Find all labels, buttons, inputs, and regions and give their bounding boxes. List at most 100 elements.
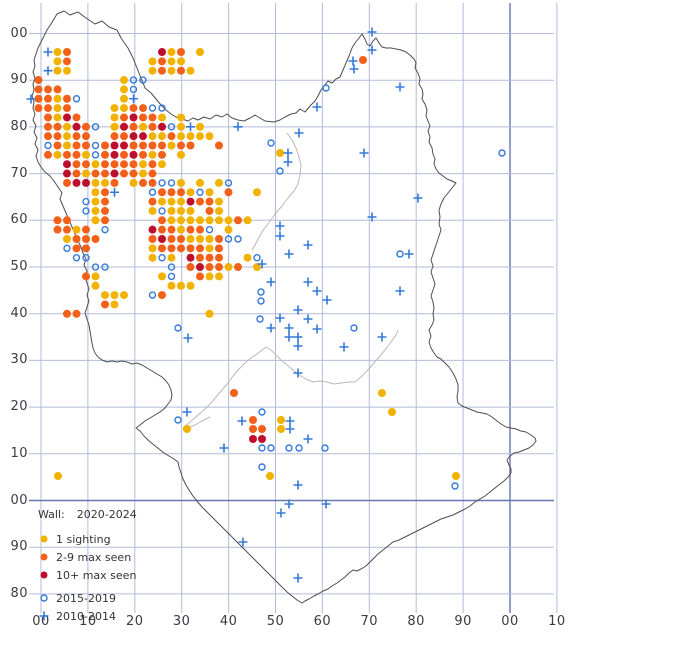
record-2010-2014-plus	[303, 434, 313, 444]
record-2015-2019-circle	[257, 297, 265, 305]
single-sighting-dot	[110, 122, 119, 131]
high-count-dot	[82, 178, 90, 187]
single-sighting-dot	[205, 309, 214, 318]
low-count-dot	[53, 141, 62, 150]
single-sighting-dot	[224, 225, 233, 234]
record-2010-2014-plus	[312, 286, 322, 296]
low-count-dot	[167, 132, 176, 141]
single-sighting-dot	[215, 178, 223, 187]
single-sighting-dot	[53, 94, 62, 103]
record-2015-2019-circle	[267, 444, 275, 452]
single-sighting-dot	[276, 149, 284, 157]
low-count-dot	[158, 150, 166, 159]
legend: Wall: 2020-2024 1 sighting 2-9 max seen …	[36, 508, 137, 625]
low-count-dot	[120, 132, 128, 141]
high-count-dot	[63, 113, 71, 122]
open-circle-icon	[40, 594, 48, 602]
record-2010-2014-plus	[349, 64, 359, 74]
record-2015-2019-circle	[295, 444, 303, 452]
low-count-dot	[186, 141, 195, 150]
low-count-dot	[82, 132, 90, 141]
record-2015-2019-circle	[91, 151, 100, 159]
low-count-dot	[72, 141, 81, 150]
single-sighting-dot	[148, 244, 157, 253]
single-sighting-dot	[205, 188, 214, 197]
low-count-dot	[230, 389, 238, 397]
single-sighting-dot	[91, 272, 100, 281]
single-sighting-dot	[388, 408, 396, 416]
low-count-dot	[234, 263, 242, 272]
low-count-dot	[72, 244, 81, 253]
low-count-dot	[196, 272, 204, 281]
low-count-dot	[148, 235, 157, 243]
single-sighting-dot	[91, 216, 100, 225]
low-count-dot	[120, 169, 128, 178]
low-count-dot	[82, 122, 90, 131]
low-count-dot	[205, 197, 214, 206]
low-count-dot	[101, 197, 109, 206]
low-count-dot	[101, 141, 109, 150]
low-count-dot	[101, 300, 109, 309]
record-2015-2019-circle	[257, 288, 265, 296]
single-sighting-dot	[177, 113, 185, 122]
y-axis-tick-label: 20	[10, 399, 28, 415]
record-2015-2019-circle	[167, 123, 176, 131]
record-2015-2019-circle	[224, 235, 233, 243]
low-count-dot	[110, 132, 119, 141]
low-count-dot	[224, 188, 233, 197]
low-count-dot	[196, 253, 204, 262]
single-sighting-dot	[91, 206, 100, 215]
record-2015-2019-circle	[321, 444, 329, 452]
record-2015-2019-circle	[82, 254, 90, 262]
single-sighting-dot	[277, 416, 285, 424]
low-count-dot	[63, 309, 71, 318]
single-sighting-dot	[253, 263, 261, 272]
low-count-dot	[44, 113, 52, 122]
low-count-dot	[63, 225, 71, 234]
high-count-dot	[129, 113, 138, 122]
record-2015-2019-circle	[91, 263, 100, 271]
record-2010-2014-plus	[303, 240, 313, 250]
single-sighting-dot	[91, 281, 100, 290]
record-2010-2014-plus	[293, 480, 303, 490]
low-count-dot	[196, 225, 204, 234]
low-count-dot	[101, 188, 109, 197]
low-count-dot	[101, 206, 109, 215]
single-sighting-dot	[167, 66, 176, 75]
record-2015-2019-circle	[167, 263, 176, 271]
high-count-dot	[158, 48, 166, 56]
single-sighting-dot	[205, 244, 214, 253]
single-sighting-dot	[243, 216, 252, 225]
single-sighting-dot	[177, 150, 185, 159]
low-count-dot	[177, 48, 185, 56]
record-2010-2014-plus	[233, 122, 243, 132]
low-count-dot	[34, 76, 43, 85]
record-2015-2019-circle	[224, 179, 233, 187]
x-axis-tick-label: 30	[172, 614, 191, 629]
high-count-dot	[110, 169, 119, 178]
single-sighting-dot	[224, 216, 233, 225]
record-2015-2019-circle	[258, 444, 266, 452]
low-count-dot	[34, 104, 43, 113]
x-axis-tick-label: 60	[313, 614, 332, 629]
low-count-dot	[186, 263, 195, 272]
record-2015-2019-circle	[82, 197, 90, 206]
record-2010-2014-plus	[284, 332, 294, 342]
low-count-dot	[258, 425, 266, 433]
low-count-dot	[63, 104, 71, 113]
low-count-dot	[177, 188, 185, 197]
low-count-dot	[129, 160, 138, 169]
record-2010-2014-plus	[395, 82, 405, 92]
low-count-dot	[167, 244, 176, 253]
low-count-dot	[72, 309, 81, 318]
x-axis-tick-label: 70	[360, 614, 379, 629]
single-sighting-dot	[167, 216, 176, 225]
single-sighting-dot	[266, 472, 274, 480]
single-sighting-dot	[63, 122, 71, 131]
record-2015-2019-circle	[256, 315, 264, 323]
legend-title: Wall: 2020-2024	[38, 508, 137, 521]
record-2010-2014-plus	[293, 305, 303, 315]
low-count-dot	[53, 132, 62, 141]
single-sighting-dot	[167, 141, 176, 150]
